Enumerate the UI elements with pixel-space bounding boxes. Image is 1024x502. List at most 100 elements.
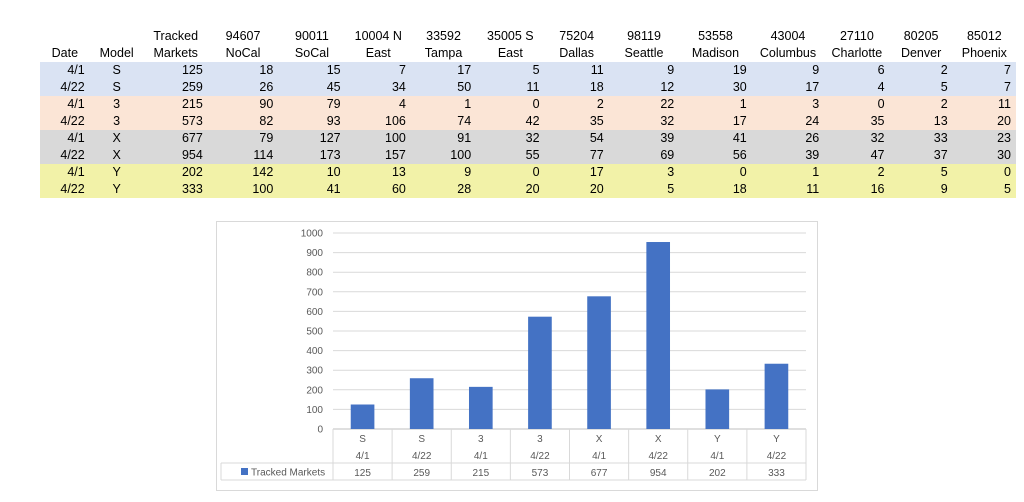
value-cell: 47 xyxy=(870,148,885,162)
legend-label: Tracked Markets xyxy=(251,468,325,479)
value-cell: 7 xyxy=(1004,63,1011,77)
value-cell: 11 xyxy=(590,63,604,77)
model-cell: 3 xyxy=(113,114,121,128)
value-cell: 0 xyxy=(1004,165,1011,179)
column-header-line-2: Madison xyxy=(691,46,740,60)
value-cell: 4 xyxy=(877,80,885,94)
column-header-line-1: Tracked xyxy=(153,29,199,43)
value-cell: 173 xyxy=(319,148,341,162)
value-cell: 17 xyxy=(805,80,820,94)
x-category-label: S xyxy=(418,434,425,445)
value-cell: 7 xyxy=(398,63,406,77)
data-table-value: 202 xyxy=(709,468,726,479)
value-cell: 35 xyxy=(870,114,885,128)
x-category-label: Y xyxy=(714,434,721,445)
model-cell: Y xyxy=(112,182,121,196)
x-category-label: X xyxy=(596,434,603,445)
y-tick-label: 800 xyxy=(306,268,323,279)
value-cell: 28 xyxy=(457,182,472,196)
value-cell: 100 xyxy=(385,131,406,145)
column-header-line-2: Model xyxy=(99,46,134,60)
value-cell: 22 xyxy=(660,97,675,111)
y-tick-label: 100 xyxy=(306,405,323,416)
value-cell: 26 xyxy=(259,80,274,94)
column-header: 10004 N East xyxy=(346,28,411,62)
value-cell: 5 xyxy=(1004,182,1011,196)
value-cell: 10 xyxy=(326,165,341,179)
value-cell: 55 xyxy=(525,148,540,162)
value-cell: 60 xyxy=(391,182,406,196)
value-cell: 41 xyxy=(732,131,747,145)
value-cell: 77 xyxy=(589,148,604,162)
bar xyxy=(350,404,375,429)
value-cell: 0 xyxy=(739,165,747,179)
value-cell: 2 xyxy=(596,97,604,111)
value-cell: 9 xyxy=(812,63,820,77)
value-cell: 18 xyxy=(259,63,274,77)
chart-container: 0 100 200 300 400 500 600 700 800 900 1000 S 4/1 125 S… xyxy=(216,221,818,491)
column-header: 75204 Dallas xyxy=(545,28,609,62)
bar xyxy=(528,316,552,429)
column-header: 98119 Seattle xyxy=(609,28,679,62)
value-cell: 30 xyxy=(997,148,1011,162)
column-header-line-2: Tampa xyxy=(424,46,463,60)
bar xyxy=(468,386,493,429)
model-cell: S xyxy=(112,80,121,94)
date-cell: 4/1 xyxy=(67,97,85,111)
value-cell: 35 xyxy=(589,114,604,128)
data-table: Date Model Tracked Markets 94607 NoCal 90011 S… xyxy=(40,28,1016,198)
y-tick-label: 500 xyxy=(306,327,323,338)
model-cell: S xyxy=(112,63,121,77)
value-cell: 3 xyxy=(667,165,675,179)
column-header-line-2: Charlotte xyxy=(831,46,883,60)
value-cell: 954 xyxy=(181,148,203,162)
value-cell: 2 xyxy=(940,63,948,77)
column-header-line-2: NoCal xyxy=(225,46,261,60)
column-header-line-2: Denver xyxy=(900,46,942,60)
column-header-line-1: 10004 N xyxy=(354,29,402,43)
value-cell: 7 xyxy=(1004,80,1011,94)
bar xyxy=(646,242,671,429)
bar xyxy=(764,363,789,429)
y-tick-label: 0 xyxy=(317,425,323,436)
column-header: 35005 S East xyxy=(476,28,544,62)
value-cell: 93 xyxy=(326,114,341,128)
value-cell: 17 xyxy=(457,63,472,77)
value-cell: 90 xyxy=(259,97,274,111)
column-header: Model xyxy=(90,28,144,62)
bar-chart: 0 100 200 300 400 500 600 700 800 900 1000 S 4/1 125 S… xyxy=(220,229,807,481)
value-cell: 11 xyxy=(806,182,820,196)
value-cell: 37 xyxy=(933,148,948,162)
table-row: 4/1 S 125 18 15 7 17 5 11 9 19 9 6 2 7 xyxy=(40,62,1016,79)
column-header-line-2: Date xyxy=(51,46,79,60)
value-cell: 573 xyxy=(181,114,203,128)
y-tick-label: 900 xyxy=(306,248,323,259)
column-header: 80205 Denver xyxy=(890,28,953,62)
column-header: Tracked Markets xyxy=(144,28,208,62)
value-cell: 19 xyxy=(732,63,747,77)
column-header: 94607 NoCal xyxy=(208,28,278,62)
data-table-value: 333 xyxy=(768,468,785,479)
value-cell: 18 xyxy=(732,182,747,196)
value-cell: 142 xyxy=(252,165,274,179)
value-cell: 5 xyxy=(940,165,948,179)
table-row: 4/1 Y 202 142 10 13 9 0 17 3 0 1 2 5 0 xyxy=(40,164,1016,181)
value-cell: 91 xyxy=(457,131,472,145)
value-cell: 333 xyxy=(181,182,203,196)
column-header: Date xyxy=(40,28,90,62)
value-cell: 127 xyxy=(319,131,341,145)
value-cell: 17 xyxy=(589,165,604,179)
column-header-line-2: SoCal xyxy=(294,46,329,60)
table-body: 4/1 S 125 18 15 7 17 5 11 9 19 9 6 2 7 4/22 S 259 26 45 34 50… xyxy=(40,62,1016,198)
column-header-line-1 xyxy=(94,28,140,45)
value-cell: 32 xyxy=(660,114,675,128)
table-row: 4/22 Y 333 100 41 60 28 20 20 5 18 11 16 9 5 xyxy=(40,181,1016,198)
value-cell: 82 xyxy=(259,114,274,128)
value-cell: 12 xyxy=(660,80,675,94)
value-cell: 26 xyxy=(805,131,820,145)
table-row: 4/22 S 259 26 45 34 50 11 18 12 30 17 4 5 7 xyxy=(40,79,1016,96)
bar xyxy=(705,389,730,429)
bar xyxy=(409,378,434,429)
model-cell: 3 xyxy=(113,97,121,111)
value-cell: 106 xyxy=(385,114,406,128)
